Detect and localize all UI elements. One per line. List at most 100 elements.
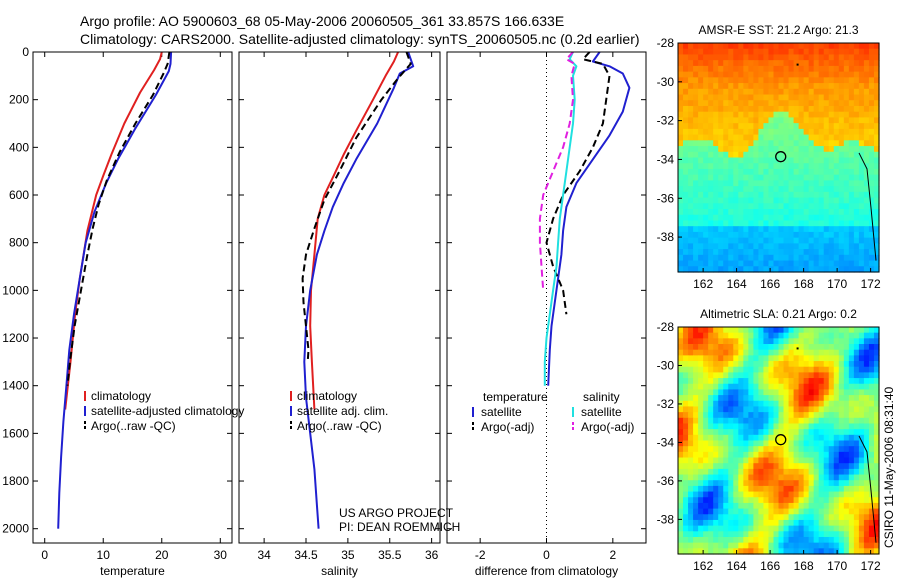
sla-map-cell bbox=[728, 400, 734, 408]
sla-map-cell bbox=[778, 361, 785, 368]
sst-map-cell bbox=[718, 146, 724, 153]
sla-map-cell bbox=[803, 474, 810, 481]
sla-map-cell bbox=[823, 327, 830, 334]
sla-map-cell bbox=[873, 366, 880, 373]
sla-map-cell bbox=[753, 423, 760, 430]
sst-map-cell bbox=[838, 209, 845, 216]
sla-map-cell bbox=[853, 417, 860, 425]
sla-map-cell bbox=[773, 327, 780, 334]
sst-map-cell bbox=[813, 243, 820, 250]
sst-map-cell bbox=[788, 71, 795, 78]
sla-map-cell bbox=[858, 468, 865, 476]
sst-map-cell bbox=[748, 191, 754, 199]
sla-map-cell bbox=[683, 412, 689, 419]
sst-map-cell bbox=[778, 237, 785, 244]
sla-map-cell bbox=[793, 423, 800, 430]
sla-map-cell bbox=[733, 440, 739, 447]
sla-map-cell bbox=[828, 412, 835, 419]
sla-map-cell bbox=[853, 400, 860, 408]
sla-map-cell bbox=[838, 349, 845, 356]
sla-map-cell bbox=[763, 491, 770, 498]
sla-map-cell bbox=[758, 344, 765, 351]
sla-map-cell bbox=[828, 406, 835, 413]
sla-map-cell bbox=[858, 378, 865, 385]
sla-map-cell bbox=[863, 434, 870, 442]
sla-map-cell bbox=[868, 423, 875, 430]
sla-map-cell bbox=[868, 440, 875, 447]
sla-map-cell bbox=[708, 344, 714, 351]
sst-map-cell bbox=[693, 197, 699, 204]
sst-map-cell bbox=[793, 146, 800, 153]
panel2-xlabel: salinity bbox=[321, 564, 358, 578]
sst-map-cell bbox=[733, 163, 739, 170]
sla-map-cell bbox=[773, 474, 780, 481]
sst-map-cell bbox=[698, 48, 704, 56]
sla-map-cell bbox=[808, 355, 815, 362]
sla-map-cell bbox=[873, 457, 880, 464]
sst-map-cell bbox=[728, 140, 734, 147]
sla-map-cell bbox=[708, 508, 714, 515]
sla-map-cell bbox=[743, 451, 749, 459]
sla-map-cell bbox=[763, 389, 770, 396]
sst-map-cell bbox=[773, 71, 780, 78]
sst-map-cell bbox=[708, 117, 714, 124]
sst-map-cell bbox=[818, 191, 825, 199]
sla-map-cell bbox=[873, 332, 880, 339]
sst-map-cell bbox=[873, 117, 880, 124]
sst-map-cell bbox=[873, 220, 880, 227]
sla-map-cell bbox=[788, 400, 795, 408]
sla-map-cell bbox=[848, 395, 855, 402]
sst-map-cell bbox=[738, 214, 744, 222]
sst-map-cell bbox=[858, 111, 865, 119]
sla-map-cell bbox=[678, 366, 684, 373]
sla-map-cell bbox=[818, 474, 825, 481]
sst-map-cell bbox=[788, 174, 795, 181]
sla-map-cell bbox=[838, 446, 845, 453]
sla-map-cell bbox=[748, 519, 754, 527]
sst-map-cell bbox=[873, 226, 880, 233]
sst-map-cell bbox=[768, 43, 775, 50]
sla-map-cell bbox=[823, 417, 830, 425]
sla-map-cell bbox=[773, 412, 780, 419]
sst-map-cell bbox=[868, 254, 875, 262]
sla-map-cell bbox=[823, 485, 830, 493]
sla-map-cell bbox=[823, 412, 830, 419]
sla-map-cell bbox=[873, 451, 880, 459]
sst-map-cell bbox=[728, 43, 734, 50]
sst-map-cell bbox=[748, 140, 754, 147]
sla-map-cell bbox=[738, 446, 744, 453]
sst-map-cell bbox=[808, 260, 815, 267]
panel2-xtick-label: 34 bbox=[257, 548, 271, 562]
sst-map-cell bbox=[813, 186, 820, 193]
sla-map-cell bbox=[833, 349, 840, 356]
sla-map-cell bbox=[823, 395, 830, 402]
sst-map-cell bbox=[688, 65, 694, 73]
sla-map-cell bbox=[853, 451, 860, 459]
sla-map-cell bbox=[758, 451, 765, 459]
sst-map-cell bbox=[723, 220, 729, 227]
sst-map-cell bbox=[858, 163, 865, 170]
sla-map-cell bbox=[768, 440, 775, 447]
sla-map-cell bbox=[783, 434, 790, 442]
sla-map-cell bbox=[768, 474, 775, 481]
sla-map-cell bbox=[688, 440, 694, 447]
sla-map-cell bbox=[683, 463, 689, 470]
sla-map-cell bbox=[743, 502, 749, 510]
sla-map-cell bbox=[743, 497, 749, 504]
sla-map-cell bbox=[838, 400, 845, 408]
sla-map-cell bbox=[703, 536, 709, 544]
sst-map-cell bbox=[843, 260, 850, 267]
sst-map-cell bbox=[718, 243, 724, 250]
sst-map-cell bbox=[698, 123, 704, 130]
sst-map-cell bbox=[803, 180, 810, 187]
sst-map-cell bbox=[678, 231, 684, 239]
sst-map-cell bbox=[803, 226, 810, 233]
sla-map-cell bbox=[743, 519, 749, 527]
sst-map-cell bbox=[773, 100, 780, 107]
sst-map-cell bbox=[738, 197, 744, 204]
sla-map-cell bbox=[683, 389, 689, 396]
sla-map-cell bbox=[813, 349, 820, 356]
sla-map-cell bbox=[713, 508, 719, 515]
sla-map-cell bbox=[833, 468, 840, 476]
sst-map-cell bbox=[803, 203, 810, 210]
